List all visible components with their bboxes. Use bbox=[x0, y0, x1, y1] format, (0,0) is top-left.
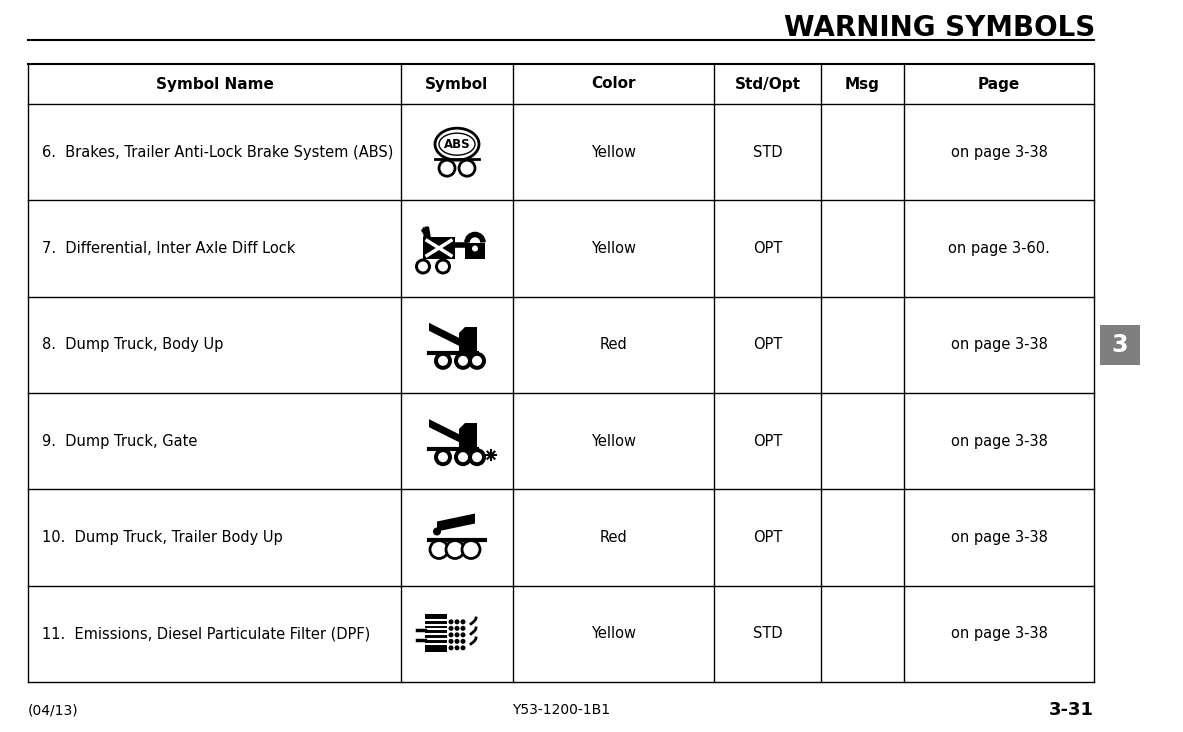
Circle shape bbox=[448, 632, 453, 638]
Circle shape bbox=[448, 619, 453, 624]
Text: 9.  Dump Truck, Gate: 9. Dump Truck, Gate bbox=[43, 433, 198, 449]
Circle shape bbox=[415, 258, 431, 274]
Text: on page 3-38: on page 3-38 bbox=[951, 530, 1047, 545]
Bar bbox=[425, 648, 447, 651]
Circle shape bbox=[472, 452, 481, 462]
Text: Yellow: Yellow bbox=[592, 241, 636, 256]
Text: Red: Red bbox=[600, 530, 627, 545]
Text: Color: Color bbox=[592, 77, 635, 92]
Polygon shape bbox=[437, 514, 476, 531]
Text: 11.  Emissions, Diesel Particulate Filter (DPF): 11. Emissions, Diesel Particulate Filter… bbox=[43, 627, 370, 641]
Polygon shape bbox=[459, 326, 477, 333]
Text: Page: Page bbox=[978, 77, 1020, 92]
Circle shape bbox=[438, 356, 448, 366]
Text: (04/13): (04/13) bbox=[28, 703, 78, 717]
Text: STD: STD bbox=[752, 145, 782, 160]
Text: 3-31: 3-31 bbox=[1049, 701, 1094, 719]
Text: Symbol Name: Symbol Name bbox=[155, 77, 273, 92]
Text: WARNING SYMBOLS: WARNING SYMBOLS bbox=[784, 14, 1095, 42]
Text: Msg: Msg bbox=[845, 77, 880, 92]
Circle shape bbox=[468, 448, 486, 466]
Circle shape bbox=[468, 352, 486, 370]
Circle shape bbox=[454, 352, 472, 370]
Polygon shape bbox=[421, 226, 431, 242]
Circle shape bbox=[454, 646, 459, 650]
Text: 7.  Differential, Inter Axle Diff Lock: 7. Differential, Inter Axle Diff Lock bbox=[43, 241, 296, 256]
Text: on page 3-38: on page 3-38 bbox=[951, 145, 1047, 160]
Circle shape bbox=[418, 261, 428, 272]
Text: OPT: OPT bbox=[752, 530, 782, 545]
Text: ABS: ABS bbox=[444, 138, 471, 151]
Circle shape bbox=[458, 452, 468, 462]
Circle shape bbox=[429, 540, 448, 559]
Polygon shape bbox=[429, 323, 461, 347]
Circle shape bbox=[434, 352, 452, 370]
Text: OPT: OPT bbox=[752, 241, 782, 256]
Polygon shape bbox=[459, 423, 477, 429]
Text: on page 3-38: on page 3-38 bbox=[951, 337, 1047, 352]
Bar bbox=[424, 236, 455, 258]
Text: on page 3-38: on page 3-38 bbox=[951, 433, 1047, 449]
Bar bbox=[425, 616, 447, 650]
Circle shape bbox=[434, 448, 452, 466]
Text: on page 3-60.: on page 3-60. bbox=[948, 241, 1051, 256]
Circle shape bbox=[454, 632, 459, 638]
Text: Yellow: Yellow bbox=[592, 145, 636, 160]
Text: Yellow: Yellow bbox=[592, 433, 636, 449]
Circle shape bbox=[472, 245, 478, 252]
Circle shape bbox=[460, 626, 465, 631]
Text: OPT: OPT bbox=[752, 337, 782, 352]
Circle shape bbox=[438, 452, 448, 462]
Text: OPT: OPT bbox=[752, 433, 782, 449]
Circle shape bbox=[460, 639, 465, 644]
Circle shape bbox=[454, 639, 459, 644]
Circle shape bbox=[460, 646, 465, 650]
Text: Yellow: Yellow bbox=[592, 627, 636, 641]
Bar bbox=[425, 614, 447, 618]
Polygon shape bbox=[424, 226, 431, 239]
Text: 6.  Brakes, Trailer Anti-Lock Brake System (ABS): 6. Brakes, Trailer Anti-Lock Brake Syste… bbox=[43, 145, 394, 160]
Text: Red: Red bbox=[600, 337, 627, 352]
Text: 10.  Dump Truck, Trailer Body Up: 10. Dump Truck, Trailer Body Up bbox=[43, 530, 283, 545]
Text: 3: 3 bbox=[1112, 333, 1129, 356]
Circle shape bbox=[448, 646, 453, 650]
Bar bbox=[1100, 325, 1140, 365]
Bar bbox=[459, 333, 477, 353]
Circle shape bbox=[435, 258, 451, 274]
Circle shape bbox=[448, 626, 453, 631]
Text: Symbol: Symbol bbox=[426, 77, 489, 92]
Circle shape bbox=[446, 540, 464, 559]
Circle shape bbox=[460, 632, 465, 638]
Bar bbox=[465, 242, 485, 258]
Circle shape bbox=[448, 639, 453, 644]
Circle shape bbox=[458, 356, 468, 366]
Text: on page 3-38: on page 3-38 bbox=[951, 627, 1047, 641]
Polygon shape bbox=[429, 419, 461, 443]
Circle shape bbox=[433, 528, 441, 536]
Text: Std/Opt: Std/Opt bbox=[735, 77, 801, 92]
Text: STD: STD bbox=[752, 627, 782, 641]
Circle shape bbox=[438, 261, 448, 272]
Circle shape bbox=[463, 540, 480, 559]
Text: Y53-1200-1B1: Y53-1200-1B1 bbox=[512, 703, 610, 717]
Bar bbox=[459, 429, 477, 449]
Circle shape bbox=[472, 356, 481, 366]
Circle shape bbox=[460, 619, 465, 624]
Circle shape bbox=[454, 626, 459, 631]
Text: 8.  Dump Truck, Body Up: 8. Dump Truck, Body Up bbox=[43, 337, 224, 352]
Circle shape bbox=[454, 448, 472, 466]
Circle shape bbox=[454, 619, 459, 624]
